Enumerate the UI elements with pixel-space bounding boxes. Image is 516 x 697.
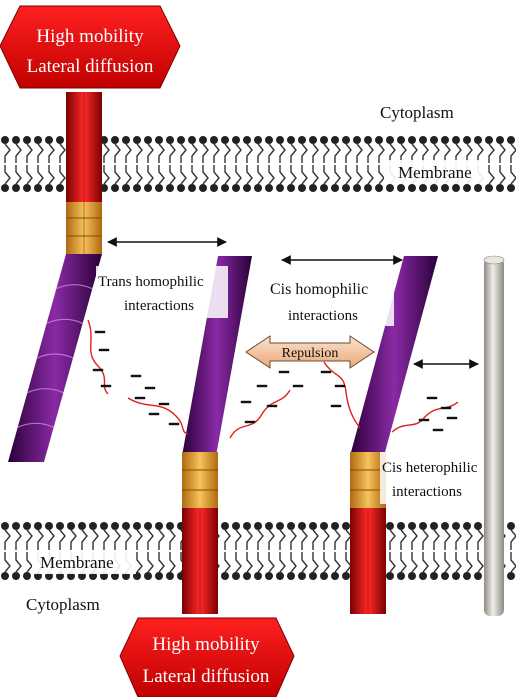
cadherin-molecule-middle bbox=[182, 256, 252, 614]
repulsion-label: Repulsion bbox=[282, 346, 339, 361]
interaction-arrows bbox=[107, 237, 479, 369]
trans-label-line1: Trans homophilic bbox=[98, 274, 204, 290]
cytoplasm-top-label: Cytoplasm bbox=[380, 103, 454, 122]
text-labels: Cytoplasm Membrane Membrane Cytoplasm Tr… bbox=[26, 103, 488, 614]
top-badge-line1: High mobility bbox=[36, 26, 144, 47]
negative-charges bbox=[92, 330, 458, 432]
trans-label-line2: interactions bbox=[124, 298, 194, 314]
cis-heterophilic-label-line1: Cis heterophilic bbox=[382, 460, 478, 476]
heterophilic-partner-rod bbox=[483, 255, 505, 616]
cadherin-molecule-right bbox=[350, 256, 438, 614]
membrane-top-label: Membrane bbox=[398, 163, 472, 182]
repulsion-arrow: Repulsion bbox=[245, 335, 375, 369]
bottom-badge-line1: High mobility bbox=[152, 634, 260, 655]
bottom-mobility-badge: High mobility Lateral diffusion bbox=[119, 617, 295, 697]
top-badge-line2: Lateral diffusion bbox=[27, 56, 154, 77]
cadherin-molecule-left bbox=[8, 92, 102, 462]
cis-homophilic-label-line1: Cis homophilic bbox=[270, 281, 368, 298]
bottom-badge-line2: Lateral diffusion bbox=[143, 666, 270, 687]
cytoplasm-bottom-label: Cytoplasm bbox=[26, 595, 100, 614]
top-mobility-badge: High mobility Lateral diffusion bbox=[0, 5, 181, 89]
cis-heterophilic-label-line2: interactions bbox=[392, 484, 462, 500]
top-membrane-bilayer bbox=[1, 136, 516, 192]
cis-homophilic-label-line2: interactions bbox=[288, 308, 358, 324]
membrane-bottom-label: Membrane bbox=[40, 553, 114, 572]
